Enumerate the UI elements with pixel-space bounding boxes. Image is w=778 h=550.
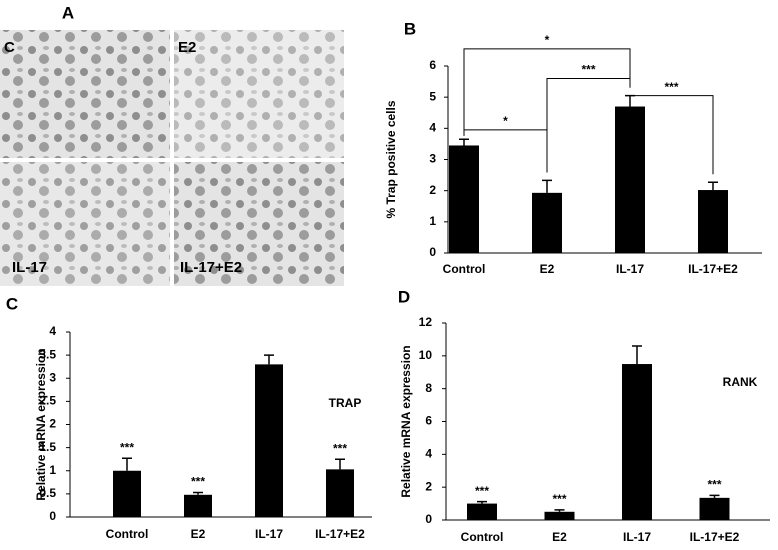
error-bar [708,181,718,191]
micrograph-grid [0,30,344,286]
y-tick-label: 2 [429,183,436,197]
y-tick-label: 1 [429,214,436,228]
annotation: TRAP [329,396,362,410]
micrograph [0,30,170,158]
x-tick-label: Control [106,527,149,541]
significance-bracket [629,95,714,175]
y-tick-label: 1.5 [39,440,56,454]
x-tick-label: Control [461,530,504,544]
significance-label: *** [707,478,721,492]
y-tick-label: 3 [49,370,56,384]
error-bar [193,491,203,495]
bar [698,190,728,253]
y-tick-label: 1 [49,463,56,477]
y-axis-label: Relative mRNA expression [34,348,48,500]
bar [449,145,479,253]
y-tick-label: 2 [425,479,432,493]
y-tick-label: 5 [429,89,436,103]
error-bar [709,494,720,498]
y-axis-label: % Trap positive cells [384,100,398,218]
y-axis-label: Relative mRNA expression [399,345,413,497]
error-bar [477,500,487,504]
bar [544,511,575,520]
error-bar [459,138,469,146]
error-bar [122,457,132,471]
bar [622,364,652,520]
significance-label: *** [664,80,678,94]
bar [113,470,141,517]
significance-label: *** [581,63,595,77]
y-tick-label: 2 [49,417,56,431]
image-label: C [4,39,15,56]
error-bar [554,509,565,512]
significance-label: * [545,33,550,47]
error-bar [542,179,552,193]
error-bar [335,458,345,470]
y-tick-label: 12 [419,315,433,329]
image-label: IL-17+E2 [180,259,242,276]
x-tick-label: E2 [191,527,206,541]
y-tick-label: 0 [425,512,432,526]
significance-bracket [463,48,631,132]
y-tick-label: 6 [429,58,436,72]
y-tick-label: 10 [419,348,433,362]
y-tick-label: 0 [49,509,56,523]
x-tick-label: IL-17 [616,262,644,276]
panel-label: D [398,287,410,306]
significance-label: *** [475,484,489,498]
x-tick-label: Control [443,262,486,276]
x-tick-label: IL-17+E2 [690,530,740,544]
bar [532,192,562,253]
micrograph [174,162,344,286]
x-tick-label: E2 [552,530,567,544]
bar [467,503,497,520]
significance-label: *** [333,441,347,455]
panel-label: A [62,3,74,22]
image-label: IL-17 [12,259,47,276]
y-tick-label: 6 [425,414,432,428]
y-tick-label: 2.5 [39,394,56,408]
x-tick-label: IL-17 [255,527,283,541]
bar [255,364,283,517]
x-tick-label: E2 [540,262,555,276]
error-bar [632,345,642,365]
bar [699,497,730,520]
significance-label: *** [552,492,566,506]
x-tick-label: IL-17+E2 [315,527,365,541]
significance-label: *** [120,440,134,454]
x-tick-label: IL-17 [623,530,651,544]
y-tick-label: 3.5 [39,347,56,361]
significance-label: * [503,114,508,128]
x-tick-label: IL-17+E2 [688,262,738,276]
micrograph [0,162,170,286]
annotation: RANK [723,375,758,389]
significance-label: *** [191,475,205,489]
y-tick-label: 0.5 [39,486,56,500]
bar [184,494,212,517]
error-bar [264,354,274,365]
y-tick-label: 3 [429,152,436,166]
bar [326,469,354,517]
y-tick-label: 4 [429,121,436,135]
micrograph [174,30,344,158]
y-tick-label: 4 [49,324,56,338]
panel-label: C [6,294,18,313]
y-tick-label: 4 [425,447,432,461]
bar [615,106,645,254]
image-label: E2 [178,39,196,56]
y-tick-label: 0 [429,245,436,259]
y-tick-label: 8 [425,381,432,395]
panel-label: B [404,19,416,38]
